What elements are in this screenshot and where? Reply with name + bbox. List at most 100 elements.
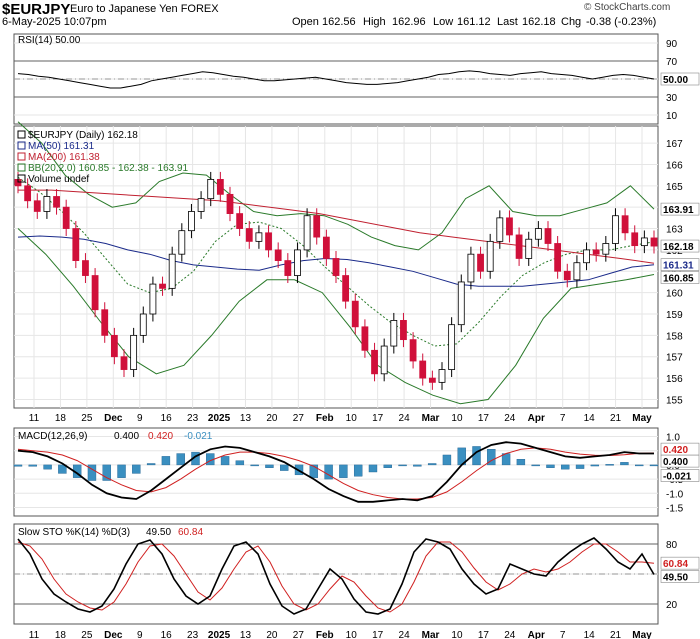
macd-histogram-bar <box>635 464 644 467</box>
sto-x-tick-label: Feb <box>316 630 334 639</box>
macd-histogram-bar <box>309 464 319 478</box>
price-x-tick-label: 16 <box>161 413 173 424</box>
price-x-tick-label: 9 <box>137 413 143 424</box>
price-tick-label: 160 <box>666 289 683 300</box>
sto-x-tick-label: May <box>632 630 652 639</box>
macd-histogram-bar <box>487 449 496 466</box>
candle-body <box>400 320 407 341</box>
candle-body <box>226 193 234 214</box>
candle-body <box>82 260 89 276</box>
price-x-tick-label: 10 <box>451 413 463 424</box>
candle-body <box>477 253 484 272</box>
macd-histogram-bar <box>427 463 437 466</box>
macd-histogram-bar <box>43 464 52 470</box>
candle-body <box>544 228 552 244</box>
candle-body <box>650 237 658 247</box>
candle-body <box>554 243 562 272</box>
candle-body <box>371 349 378 375</box>
rsi-last-badge-text: 50.00 <box>663 75 688 86</box>
price-x-tick-label: 24 <box>504 413 516 424</box>
price-x-tick-label: 21 <box>610 413 622 424</box>
candle-body <box>110 334 118 358</box>
macd-histogram-bar <box>575 464 585 469</box>
candle-body <box>496 217 504 242</box>
candle-body <box>361 326 369 351</box>
sto-x-tick-label: 24 <box>399 630 411 639</box>
candle-body <box>506 217 513 236</box>
candle-body <box>332 258 340 276</box>
symbol-title: $EURJPY <box>2 1 71 18</box>
bb-middle-line <box>17 176 655 347</box>
macd-histogram-bar <box>546 464 555 468</box>
chg-value: -0.38 (-0.23%) <box>586 16 657 28</box>
price-x-tick-label: Feb <box>316 413 334 424</box>
candle-body <box>284 260 292 276</box>
macd-histogram-bar <box>590 464 600 467</box>
price-x-tick-label: 17 <box>478 413 490 424</box>
candle-body <box>457 281 465 326</box>
macd-histogram-bar <box>649 464 659 467</box>
macd-tick-label: -1.5 <box>666 503 684 514</box>
candle-body <box>159 283 166 289</box>
ma50-value-badge-text: 161.31 <box>663 261 694 272</box>
macd-histogram-bar <box>161 456 171 466</box>
sto-k-value-badge <box>660 570 700 583</box>
candle-body <box>236 213 244 229</box>
candle-body <box>313 215 321 238</box>
price-legend-swatch <box>17 152 26 161</box>
candle-body <box>380 345 388 375</box>
candle-body <box>188 211 195 232</box>
macd-legend-macd: 0.400 <box>114 431 139 442</box>
candle-body <box>583 249 590 264</box>
sto-x-tick-label: Dec <box>104 630 123 639</box>
rsi-tick-label: 90 <box>666 39 678 50</box>
candle-body <box>255 232 263 242</box>
candle-body <box>515 234 523 259</box>
macd-legend-histogram: -0.021 <box>184 431 213 442</box>
candle-body <box>62 206 70 229</box>
macd-histogram-bar <box>531 464 540 467</box>
macd-histogram-bar <box>102 464 111 481</box>
sto-x-tick-label: 24 <box>504 630 516 639</box>
high-label: High <box>363 16 386 28</box>
macd-histogram-bar <box>265 464 274 468</box>
macd-histogram-bar <box>413 464 422 467</box>
macd-histogram-bar <box>368 464 378 473</box>
macd-histogram-bar <box>28 464 37 467</box>
price-x-tick-label: 2025 <box>208 413 231 424</box>
sto-legend-prefix: Slow STO %K(14) %D(3) <box>18 527 130 538</box>
last-price-value-badge-text: 162.18 <box>663 242 694 253</box>
candle-body <box>525 238 533 259</box>
macd-histogram-bar <box>132 464 141 474</box>
macd-line <box>17 441 654 503</box>
rsi-line <box>17 70 655 89</box>
macd-histogram-bar <box>146 463 156 466</box>
open-value: 162.56 <box>322 16 356 28</box>
last-value: 162.18 <box>522 16 556 28</box>
rsi-legend: RSI(14) 50.00 <box>18 35 81 46</box>
sto-x-tick-label: 11 <box>29 630 40 639</box>
chart-header: $EURJPY Euro to Japanese Yen FOREX © Sto… <box>0 0 700 30</box>
macd-histogram-bar <box>383 464 392 468</box>
candle-body <box>438 369 446 383</box>
macd-histogram-bar <box>605 464 614 466</box>
macd-hist-value-badge-text: -0.021 <box>663 471 692 482</box>
last-label: Last <box>497 16 518 28</box>
macd-signal-value-badge-text: 0.420 <box>663 445 688 456</box>
sto-tick-label: 80 <box>666 540 678 551</box>
macd-histogram-bar <box>117 464 126 478</box>
macd-histogram-bar <box>620 462 629 466</box>
quote-date: 6-May-2025 10:07pm <box>2 16 107 28</box>
macd-histogram-bar <box>398 464 407 467</box>
candle-body <box>322 236 330 259</box>
price-legend-swatch <box>17 163 26 172</box>
rsi-last-badge <box>660 72 700 86</box>
sto-x-tick-label: 14 <box>584 630 596 639</box>
macd-hist-value-badge <box>660 469 700 482</box>
sto-x-tick-label: 23 <box>187 630 199 639</box>
sto-k-line <box>17 537 655 615</box>
sto-x-tick-label: 13 <box>240 630 252 639</box>
candle-body <box>592 249 600 255</box>
candle-body <box>207 179 215 200</box>
candle-body <box>130 334 138 370</box>
